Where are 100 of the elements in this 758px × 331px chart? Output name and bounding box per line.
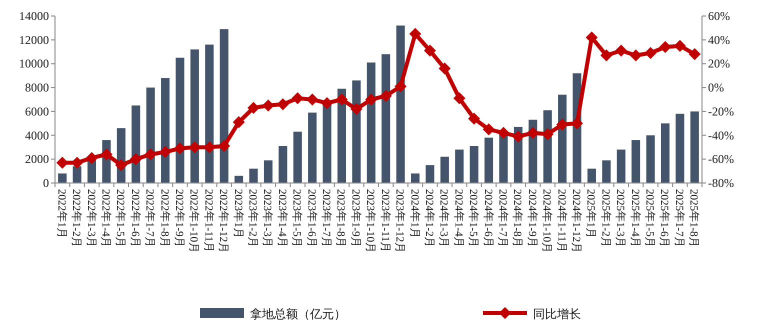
- point: [497, 126, 510, 139]
- point: [86, 152, 98, 164]
- bar: [190, 49, 199, 183]
- point: [174, 142, 186, 154]
- x-tick-label: 2023年1-11月: [378, 189, 391, 253]
- bar: [176, 58, 184, 183]
- legend-label: 拿地总额（亿元）: [250, 307, 346, 321]
- x-tick-label: 2024年1-2月: [422, 189, 435, 248]
- point: [292, 92, 304, 104]
- point: [130, 153, 142, 166]
- x-tick-label: 2025年1-7月: [672, 189, 685, 248]
- point: [424, 44, 436, 57]
- x-tick-label: 2024年1-10月: [540, 189, 553, 254]
- y2-tick-label: -60%: [708, 152, 734, 166]
- x-tick-label: 2024年1-11月: [555, 189, 568, 253]
- point: [438, 62, 451, 74]
- x-tick-label: 2025年1月: [584, 189, 597, 238]
- bar: [337, 88, 346, 183]
- y-tick-label: 2000: [25, 152, 49, 166]
- x-tick-label: 2022年1-9月: [172, 189, 185, 248]
- bar: [220, 29, 228, 183]
- x-tick-label: 2024年1-9月: [526, 189, 538, 248]
- point: [144, 148, 157, 160]
- legend-label: 同比增长: [533, 307, 581, 321]
- x-tick-label: 2024年1-3月: [438, 189, 450, 248]
- point: [688, 48, 701, 60]
- x-tick-label: 2024年1-5月: [467, 189, 480, 248]
- x-tick-label: 2022年1-5月: [114, 189, 126, 248]
- x-tick-label: 2022年1月: [55, 189, 68, 238]
- y-tick-label: 6000: [25, 104, 49, 118]
- bar: [660, 123, 670, 183]
- x-tick-label: 2025年1-2月: [599, 189, 612, 248]
- x-tick-label: 2023年1-2月: [246, 189, 259, 248]
- x-tick-label: 2023年1-12月: [394, 189, 406, 254]
- bar: [264, 160, 272, 183]
- point: [453, 92, 466, 104]
- bar: [72, 166, 82, 183]
- y2-tick-label: 20%: [708, 56, 730, 71]
- bar: [602, 160, 611, 183]
- x-tick-label: 2024年1-4月: [452, 189, 464, 248]
- y2-tick-label: -80%: [708, 176, 734, 190]
- x-tick-label: 2023年1月: [232, 189, 244, 238]
- bar: [278, 146, 288, 183]
- point: [526, 126, 539, 139]
- x-tick-label: 2023年1-4月: [276, 189, 288, 248]
- x-tick-label: 2025年1-6月: [658, 189, 670, 248]
- point: [365, 94, 378, 106]
- bar: [308, 112, 317, 183]
- point: [512, 130, 524, 142]
- bar: [440, 156, 449, 183]
- x-tick-label: 2024年1-6月: [482, 189, 494, 248]
- y2-tick-label: 60%: [708, 9, 730, 23]
- bar: [234, 176, 244, 183]
- point: [380, 90, 392, 102]
- point: [586, 31, 598, 44]
- point: [100, 148, 112, 160]
- x-tick-label: 2023年1-3月: [261, 189, 274, 248]
- bar: [293, 132, 302, 183]
- point: [600, 49, 612, 62]
- point: [482, 123, 495, 136]
- bar: [382, 54, 390, 183]
- point: [674, 40, 686, 52]
- x-tick-label: 2024年1-8月: [511, 189, 524, 248]
- x-tick-label: 2025年1-5月: [644, 189, 656, 248]
- x-tick-label: 2022年1-2月: [70, 189, 82, 248]
- bar: [366, 62, 376, 183]
- point: [218, 140, 230, 152]
- y2-tick-label: -40%: [708, 128, 734, 142]
- bar: [161, 78, 170, 183]
- y-tick-label: 14000: [19, 9, 49, 23]
- x-tick-label: 2024年1-12月: [570, 189, 582, 254]
- point: [306, 94, 318, 106]
- y2-tick-label: 40%: [708, 32, 730, 47]
- point: [394, 80, 407, 92]
- x-tick-label: 2022年1-6月: [128, 189, 141, 248]
- point: [321, 97, 334, 110]
- bar: [396, 26, 405, 183]
- point: [159, 146, 172, 158]
- point: [262, 99, 274, 112]
- bar: [616, 150, 626, 183]
- bar: [58, 173, 67, 183]
- bar: [499, 132, 508, 183]
- bar: [632, 140, 640, 183]
- bar: [484, 138, 494, 183]
- point: [468, 112, 480, 125]
- x-tick-label: 2022年1-8月: [158, 189, 170, 248]
- x-tick-label: 2025年1-3月: [614, 189, 626, 248]
- point: [232, 116, 245, 128]
- bar: [587, 168, 596, 183]
- x-tick-label: 2023年1-7月: [320, 189, 332, 248]
- bar: [410, 173, 420, 183]
- point: [276, 98, 289, 110]
- bar: [690, 111, 699, 183]
- y2-tick-label: 0%: [708, 80, 724, 95]
- x-tick-label: 2023年1-10月: [364, 189, 376, 254]
- point: [644, 46, 657, 59]
- x-tick-label: 2022年1-3月: [84, 189, 97, 248]
- bar: [676, 114, 684, 183]
- point: [409, 28, 422, 40]
- x-tick-label: 2024年1月: [408, 189, 420, 238]
